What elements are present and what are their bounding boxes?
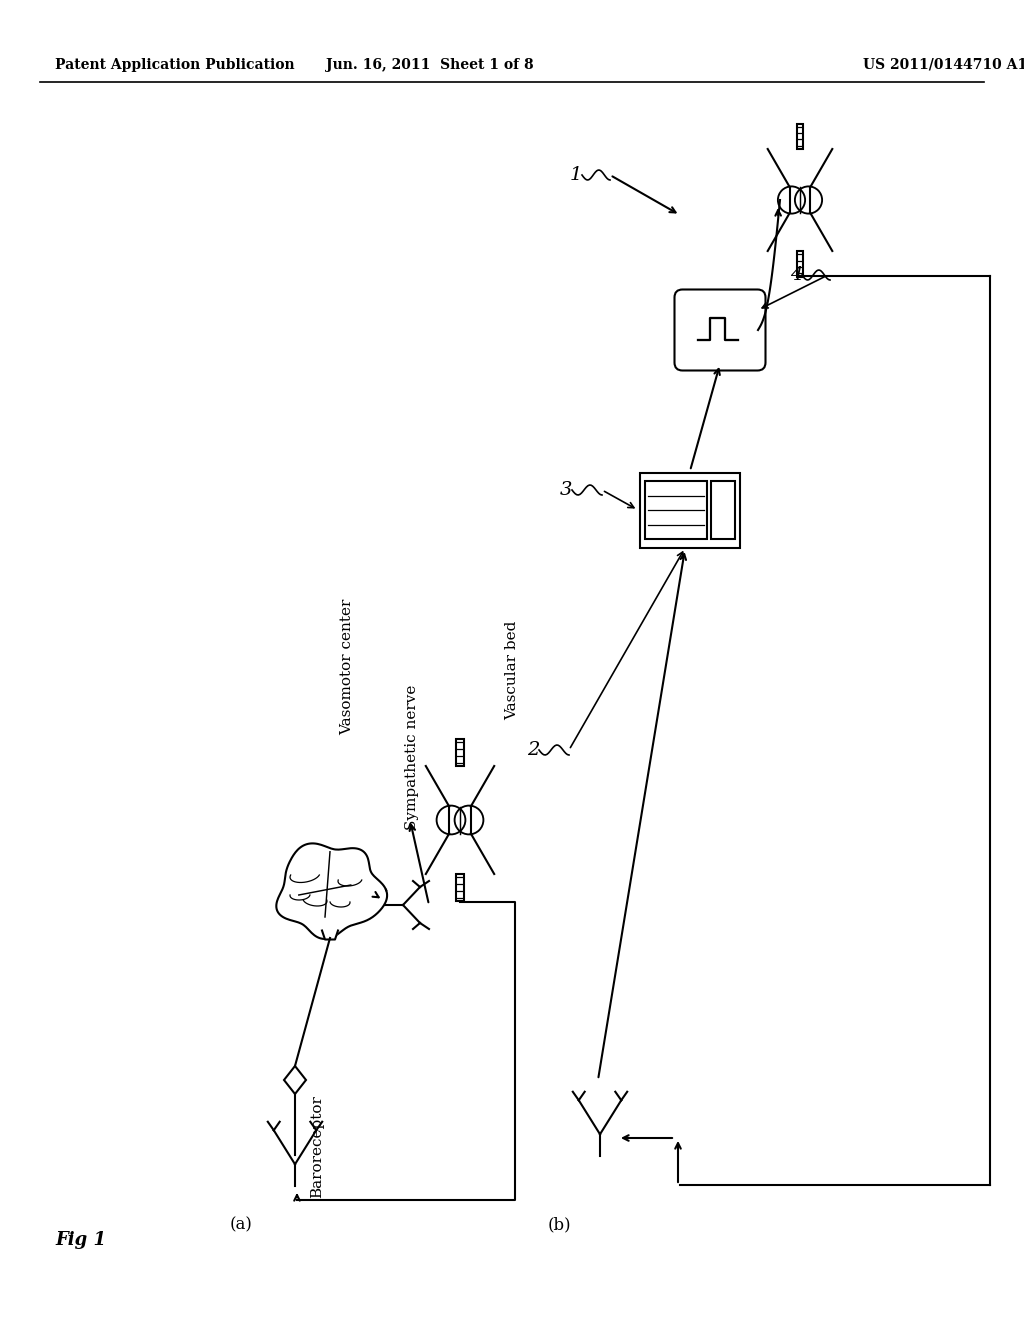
Bar — [640, 473, 740, 548]
Text: Vascular bed: Vascular bed — [505, 620, 519, 719]
Text: Jun. 16, 2011  Sheet 1 of 8: Jun. 16, 2011 Sheet 1 of 8 — [327, 58, 534, 73]
Text: (a): (a) — [230, 1217, 253, 1233]
Text: (b): (b) — [548, 1217, 571, 1233]
Text: Sympathetic nerve: Sympathetic nerve — [406, 685, 419, 830]
Bar — [711, 480, 735, 539]
Bar — [645, 480, 707, 539]
Text: 2: 2 — [527, 741, 540, 759]
Text: US 2011/0144710 A1: US 2011/0144710 A1 — [863, 58, 1024, 73]
Text: Patent Application Publication: Patent Application Publication — [55, 58, 295, 73]
Text: Fig 1: Fig 1 — [55, 1232, 106, 1249]
Text: 1: 1 — [570, 166, 583, 183]
Text: 4: 4 — [790, 267, 803, 284]
Bar — [797, 124, 804, 149]
Polygon shape — [322, 931, 338, 940]
Bar — [797, 251, 804, 276]
Bar — [457, 874, 464, 902]
Text: Vasomotor center: Vasomotor center — [340, 599, 354, 735]
FancyBboxPatch shape — [675, 289, 766, 371]
Text: Baroreceptor: Baroreceptor — [310, 1096, 324, 1197]
Bar — [457, 739, 464, 766]
Text: 3: 3 — [560, 480, 572, 499]
